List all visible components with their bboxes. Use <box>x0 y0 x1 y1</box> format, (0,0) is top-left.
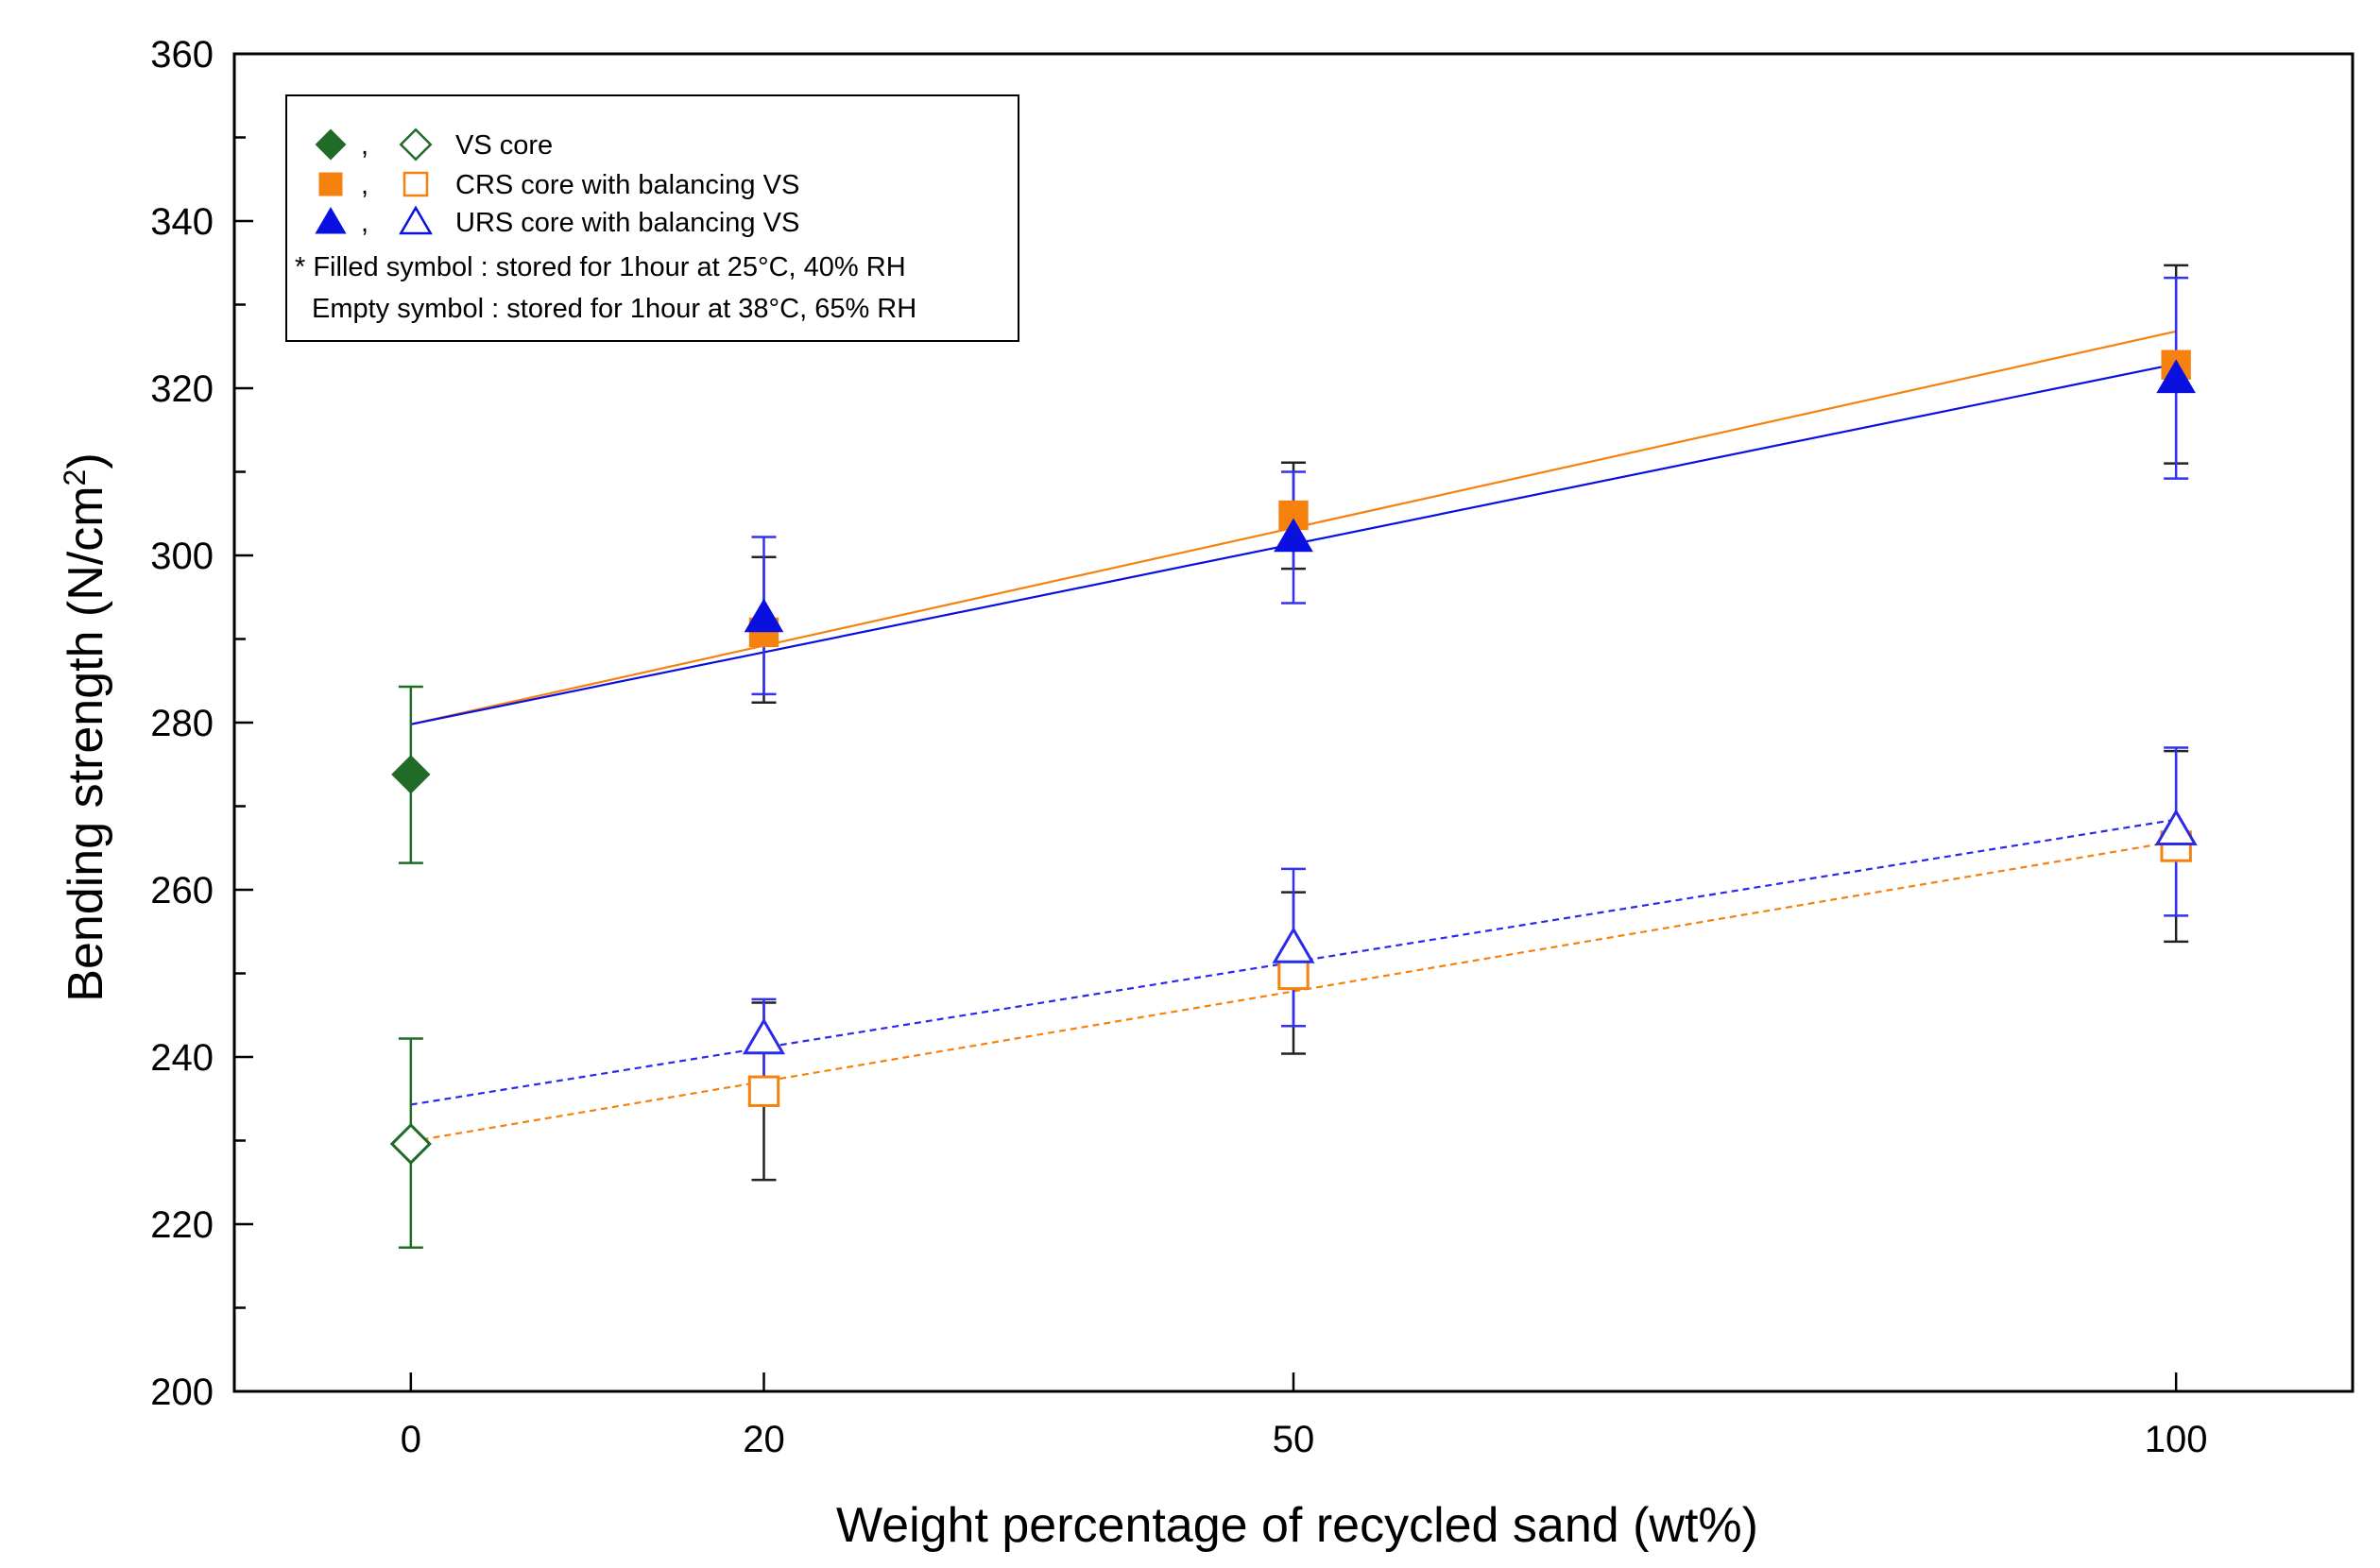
markers-layer <box>389 349 2198 1166</box>
legend-symbol-empty <box>402 171 429 197</box>
x-tick-label: 100 <box>2145 1419 2208 1460</box>
data-point <box>2154 809 2198 845</box>
y-tick-label: 340 <box>150 201 214 243</box>
legend-note-filled: * Filled symbol : stored for 1hour at 25… <box>295 252 906 282</box>
legend-separator: , <box>361 170 368 200</box>
legend-symbol-filled <box>318 172 343 196</box>
legend-symbol-empty <box>399 205 433 235</box>
data-point <box>744 598 784 633</box>
y-axis-title-main: Bending strength (N/cm <box>59 486 113 1001</box>
data-point <box>742 1017 786 1055</box>
y-axis-title-close: ) <box>59 452 113 469</box>
data-point <box>1277 958 1310 991</box>
y-tick-label: 360 <box>150 34 214 76</box>
y-tick-label: 300 <box>150 536 214 577</box>
y-tick-label: 240 <box>150 1037 214 1079</box>
y-tick-label: 200 <box>150 1372 214 1413</box>
legend-note-empty: Empty symbol : stored for 1hour at 38°C,… <box>312 294 916 324</box>
y-axis-title: Bending strength (N/cm2) <box>58 452 113 1001</box>
legend-label: CRS core with balancing VS <box>455 170 799 200</box>
x-tick-label: 0 <box>401 1419 421 1460</box>
legend-symbol-filled <box>315 207 347 234</box>
data-point <box>391 755 431 794</box>
y-tick-label: 320 <box>150 368 214 410</box>
y-tick-label: 260 <box>150 870 214 912</box>
fit-line <box>410 818 2177 1106</box>
legend-label: URS core with balancing VS <box>455 208 799 238</box>
data-point <box>1274 518 1313 553</box>
plot-frame-layer <box>232 52 2354 1393</box>
legend-symbol-empty <box>399 128 433 162</box>
axes-layer <box>234 52 2178 1393</box>
data-point <box>389 1122 432 1166</box>
plot-frame <box>232 52 2354 1393</box>
legend-symbol-filled <box>315 128 347 161</box>
data-point <box>2156 359 2196 394</box>
legend-label: VS core <box>455 130 553 161</box>
tick-labels-layer: 200 220 240 260 280 300 320 340 360 0 20 50 100 <box>150 34 2207 1460</box>
data-point <box>1272 927 1315 963</box>
fit-line <box>410 840 2177 1143</box>
x-tick-label: 50 <box>1273 1419 1315 1460</box>
legend: , VS core, CRS core with balancing VS, URS … <box>285 94 1019 342</box>
x-tick-label: 20 <box>743 1419 785 1460</box>
y-tick-label: 280 <box>150 703 214 744</box>
y-axis-title-sup: 2 <box>58 469 92 486</box>
x-axis-title: Weight percentage of recycled sand (wt%) <box>836 1498 1758 1553</box>
legend-separator: , <box>361 208 368 238</box>
data-point <box>747 1075 780 1107</box>
legend-separator: , <box>361 130 368 161</box>
y-tick-label: 220 <box>150 1204 214 1246</box>
